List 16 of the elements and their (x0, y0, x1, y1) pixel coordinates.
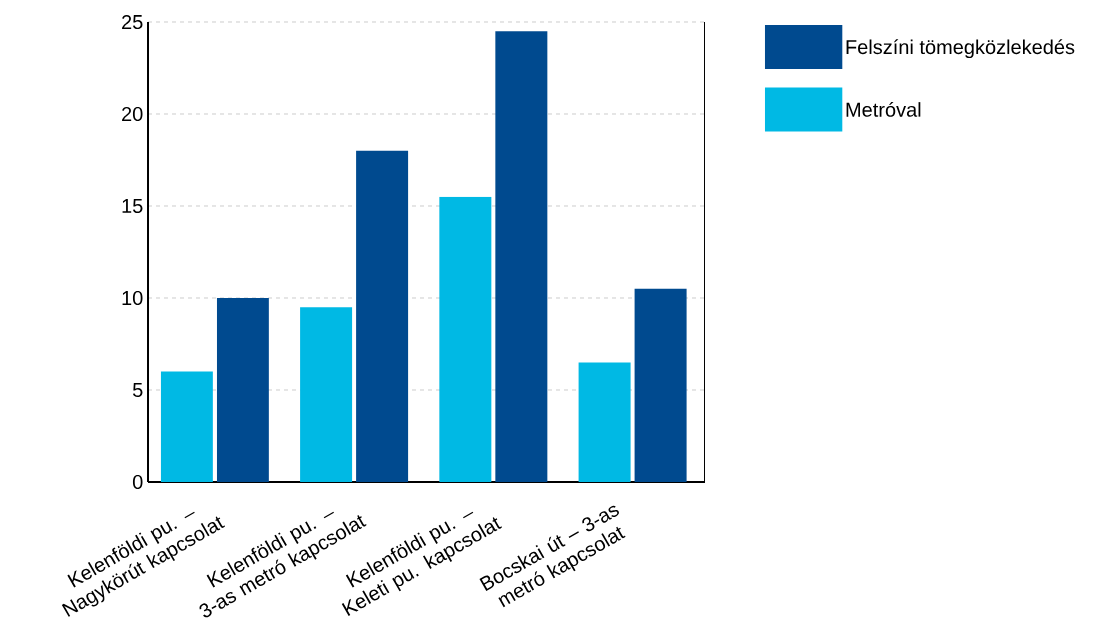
bar (216, 297, 269, 482)
y-tick-label: 20 (122, 106, 143, 122)
bar (160, 371, 213, 482)
y-tick-label: 0 (132, 474, 143, 490)
y-tick-label: 15 (122, 199, 143, 213)
bar (300, 307, 353, 482)
bar (439, 196, 492, 482)
legend-label: Felszíni tömegközlekedés (846, 39, 1075, 59)
y-tick-label: 5 (132, 383, 143, 397)
y-tick-label: 25 (122, 14, 143, 30)
legend-label: Metróval (846, 101, 921, 117)
y-tick-label: 10 (122, 290, 143, 306)
bar (356, 150, 409, 482)
bar (634, 288, 687, 482)
bar (495, 31, 548, 482)
bar (578, 362, 631, 482)
